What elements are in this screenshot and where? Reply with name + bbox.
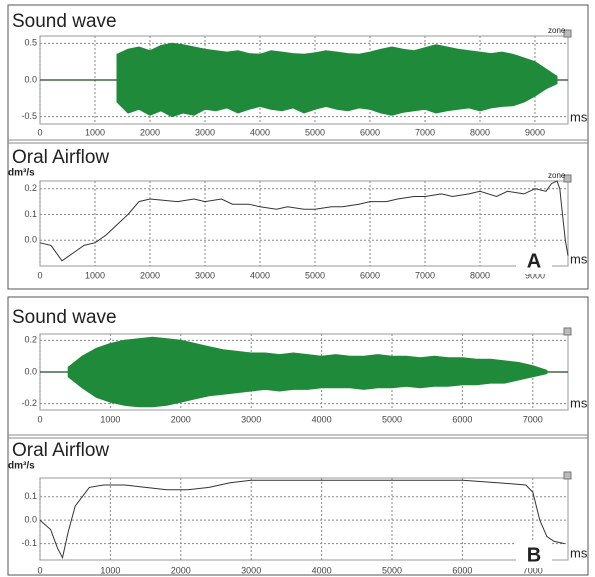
chart-title: Sound wave: [12, 307, 117, 328]
x-tick-label: 9000: [525, 270, 545, 280]
handle: [563, 327, 572, 336]
x-tick-label: 3000: [195, 270, 215, 280]
y-tick-label: 0.2: [24, 183, 37, 193]
zone-label: zone: [548, 171, 566, 180]
x-tick-label: 3000: [195, 127, 215, 137]
x-tick-label: 0: [37, 127, 42, 137]
y-tick-label: 0.0: [24, 235, 37, 245]
x-tick-label: 4000: [250, 270, 270, 280]
y-tick-label: -0.2: [21, 398, 37, 408]
y-tick-label: 0.0: [24, 515, 37, 525]
handle: [563, 29, 572, 38]
airflow-line: [39, 479, 565, 560]
x-tick-label: 1000: [85, 127, 105, 137]
y-tick-label: 0.5: [24, 38, 37, 48]
panel-label: B: [527, 544, 541, 566]
x-tick-label: 4000: [312, 565, 332, 575]
x-tick-label: 6000: [452, 414, 472, 424]
x-tick-label: 7000: [415, 127, 435, 137]
handle: [563, 174, 572, 183]
x-tick-label: 4000: [250, 127, 270, 137]
x-tick-label: 5000: [382, 414, 402, 424]
chart-title: Oral Airflow: [12, 147, 109, 168]
x-tick-label: 0: [37, 565, 42, 575]
waveform: [116, 42, 558, 118]
x-axis-label: ms: [570, 109, 588, 124]
x-axis-label: ms: [570, 395, 588, 410]
chart-title: Oral Airflow: [12, 440, 109, 461]
x-tick-label: 0: [37, 414, 42, 424]
zone-label: zone: [548, 26, 566, 35]
y-tick-label: 0.2: [24, 335, 37, 345]
x-tick-label: 3000: [241, 414, 261, 424]
x-tick-label: 6000: [452, 565, 472, 575]
x-tick-label: 9000: [525, 127, 545, 137]
x-tick-label: 2000: [171, 414, 191, 424]
panel-frame: [7, 4, 589, 290]
panel-frame: [7, 296, 589, 576]
x-tick-label: 0: [37, 270, 42, 280]
x-tick-label: 1000: [100, 414, 120, 424]
x-tick-label: 2000: [140, 127, 160, 137]
waveform: [67, 336, 548, 408]
x-tick-label: 7000: [415, 270, 435, 280]
y-axis-label: dm³/s: [8, 461, 35, 472]
panel-label-box: [516, 248, 552, 274]
x-tick-label: 3000: [241, 565, 261, 575]
y-tick-label: 0.0: [24, 366, 37, 376]
x-tick-label: 1000: [100, 565, 120, 575]
x-tick-label: 8000: [470, 127, 490, 137]
panel-label-box: [516, 542, 552, 568]
x-tick-label: 7000: [523, 565, 543, 575]
handle: [563, 471, 572, 480]
y-tick-label: -0.1: [21, 538, 37, 548]
x-tick-label: 2000: [171, 565, 191, 575]
x-tick-label: 7000: [523, 414, 543, 424]
x-axis-label: ms: [570, 545, 588, 560]
x-tick-label: 5000: [305, 270, 325, 280]
plot-area: [39, 477, 569, 561]
y-tick-label: 0.0: [24, 74, 37, 84]
x-tick-label: 2000: [140, 270, 160, 280]
panel-label: A: [527, 250, 541, 272]
airflow-line: [39, 180, 569, 262]
y-tick-label: -0.5: [21, 111, 37, 121]
x-tick-label: 4000: [312, 414, 332, 424]
x-tick-label: 5000: [382, 565, 402, 575]
y-tick-label: 0.1: [24, 491, 37, 501]
x-axis-label: ms: [570, 251, 588, 266]
y-tick-label: 0.1: [24, 209, 37, 219]
x-tick-label: 6000: [360, 270, 380, 280]
x-tick-label: 1000: [85, 270, 105, 280]
x-tick-label: 6000: [360, 127, 380, 137]
chart-title: Sound wave: [12, 11, 117, 32]
y-axis-label: dm³/s: [8, 168, 35, 179]
x-tick-label: 5000: [305, 127, 325, 137]
x-tick-label: 8000: [470, 270, 490, 280]
plot-area: [39, 180, 569, 267]
